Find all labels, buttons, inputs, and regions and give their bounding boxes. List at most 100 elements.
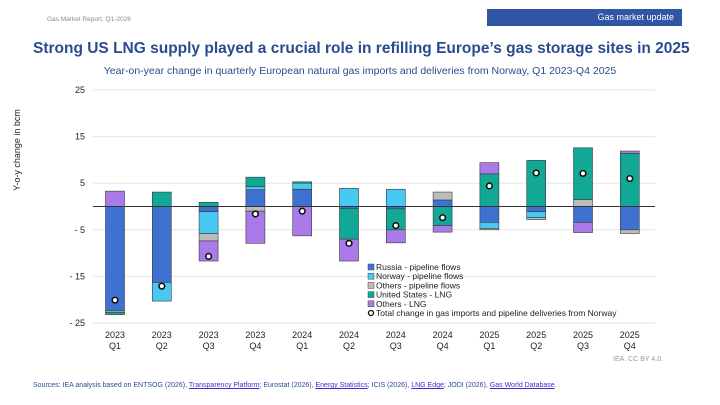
x-tick-year: 2023 — [152, 330, 172, 340]
bar-segment-norway-pipeline-flows — [152, 282, 172, 302]
y-tick-label: 5 — [80, 178, 85, 188]
total-marker — [345, 239, 353, 247]
bar-segment-russia-pipeline-flows — [105, 206, 125, 312]
total-marker — [111, 296, 119, 304]
x-tick-quarter: Q3 — [577, 341, 589, 351]
bar-segment-others-pipeline-flows — [432, 191, 453, 201]
x-tick-year: 2025 — [479, 330, 499, 340]
source-text: ; Eurostat (2026), — [259, 382, 316, 389]
bar-segment-united-states-lng — [105, 311, 125, 315]
legend-label: United States - LNG — [376, 290, 452, 300]
bar-segment-united-states-lng — [479, 173, 500, 207]
total-marker — [158, 282, 166, 290]
bar-segment-russia-pipeline-flows — [432, 199, 453, 207]
bar-segment-others-lng — [432, 225, 453, 233]
legend-label: Total change in gas imports and pipeline… — [376, 308, 617, 318]
legend-swatch — [367, 272, 375, 280]
y-tick-label: 15 — [75, 132, 85, 142]
x-tick-year: 2023 — [105, 330, 125, 340]
section-badge: Gas market update — [487, 9, 682, 26]
bar-segment-russia-pipeline-flows — [479, 206, 500, 223]
source-link[interactable]: Energy Statistics — [315, 382, 368, 389]
y-tick-label: 25 — [75, 85, 85, 95]
source-text: Sources: IEA analysis based on ENTSOG (2… — [33, 382, 189, 389]
bar-segment-others-lng — [339, 238, 359, 262]
y-tick-label: - 15 — [69, 271, 85, 281]
total-marker — [205, 252, 213, 260]
bar-segment-russia-pipeline-flows — [245, 189, 266, 207]
total-marker — [579, 169, 587, 178]
total-marker — [485, 182, 494, 190]
bar-segment-norway-pipeline-flows — [292, 182, 313, 190]
bar-segment-norway-pipeline-flows — [526, 211, 547, 218]
bar-segment-russia-pipeline-flows — [152, 206, 172, 283]
bar-segment-united-states-lng — [152, 191, 172, 207]
total-marker — [532, 169, 540, 177]
y-tick-label: - 25 — [69, 318, 85, 328]
bar-segment-norway-pipeline-flows — [198, 211, 219, 234]
x-tick-quarter: Q2 — [343, 341, 355, 351]
x-tick-year: 2024 — [386, 330, 406, 340]
x-tick-quarter: Q1 — [483, 341, 495, 351]
source-link[interactable]: Gas World Database — [489, 382, 555, 389]
bar-segment-united-states-lng — [292, 181, 313, 184]
x-tick-year: 2024 — [339, 330, 359, 340]
bar-segment-russia-pipeline-flows — [526, 206, 547, 212]
x-tick-quarter: Q1 — [109, 341, 121, 351]
bar-segment-russia-pipeline-flows — [573, 206, 593, 223]
bar-segment-others-lng — [479, 162, 500, 175]
credit: IEA. CC BY 4.0. — [613, 356, 664, 363]
bar-segment-norway-pipeline-flows — [385, 188, 406, 207]
total-marker — [392, 222, 400, 230]
page-title: Strong US LNG supply played a crucial ro… — [33, 40, 690, 57]
bar-segment-others-pipeline-flows — [619, 229, 640, 234]
x-tick-year: 2025 — [573, 330, 593, 340]
y-axis-label: Y-o-y change in bcm — [12, 109, 22, 191]
bar-segment-norway-pipeline-flows — [479, 222, 500, 229]
bar-segment-united-states-lng — [198, 202, 219, 207]
x-tick-quarter: Q4 — [249, 341, 261, 351]
total-marker — [626, 174, 634, 183]
bar-segment-others-lng — [619, 150, 640, 154]
bar-segment-russia-pipeline-flows — [619, 206, 640, 231]
x-tick-quarter: Q4 — [437, 341, 449, 351]
x-tick-quarter: Q2 — [156, 341, 168, 351]
bar-segment-others-lng — [573, 222, 593, 233]
x-tick-year: 2025 — [620, 330, 640, 340]
x-tick-quarter: Q1 — [296, 341, 308, 351]
source-link[interactable]: LNG Edge — [411, 382, 444, 389]
source-link[interactable]: Transparency Platform — [188, 382, 260, 389]
x-tick-year: 2023 — [245, 330, 265, 340]
x-tick-year: 2025 — [526, 330, 546, 340]
bar-segment-norway-pipeline-flows — [339, 188, 359, 207]
bar-segment-norway-pipeline-flows — [245, 186, 266, 191]
bar-segment-russia-pipeline-flows — [292, 188, 313, 207]
bar-segment-others-lng — [198, 240, 219, 262]
total-marker — [251, 210, 259, 218]
legend-swatch — [367, 300, 375, 308]
bar-segment-others-pipeline-flows — [526, 217, 547, 220]
x-tick-year: 2024 — [292, 330, 312, 340]
bar-segment-united-states-lng — [339, 208, 359, 240]
sources: Sources: IEA analysis based on ENTSOG (2… — [33, 382, 557, 389]
legend-label: Others - pipeline flows — [376, 280, 460, 290]
x-tick-quarter: Q4 — [624, 341, 636, 351]
legend-label: Others - LNG — [376, 299, 427, 309]
bar-segment-russia-pipeline-flows — [198, 206, 219, 212]
legend-total-marker — [367, 309, 375, 317]
total-marker — [298, 207, 306, 215]
bar-segment-others-lng — [385, 229, 406, 244]
bar-segment-others-pipeline-flows — [198, 233, 219, 242]
legend-swatch — [367, 263, 375, 271]
x-tick-quarter: Q2 — [530, 341, 542, 351]
bar-segment-others-pipeline-flows — [479, 228, 500, 231]
x-tick-quarter: Q3 — [390, 341, 402, 351]
y-tick-label: - 5 — [74, 225, 85, 235]
x-tick-year: 2023 — [199, 330, 219, 340]
x-tick-quarter: Q3 — [203, 341, 215, 351]
source-text: ; ICIS (2026), — [367, 382, 412, 389]
total-marker — [439, 214, 447, 222]
bar-segment-united-states-lng — [526, 160, 547, 207]
bar-segment-others-lng — [105, 190, 125, 207]
